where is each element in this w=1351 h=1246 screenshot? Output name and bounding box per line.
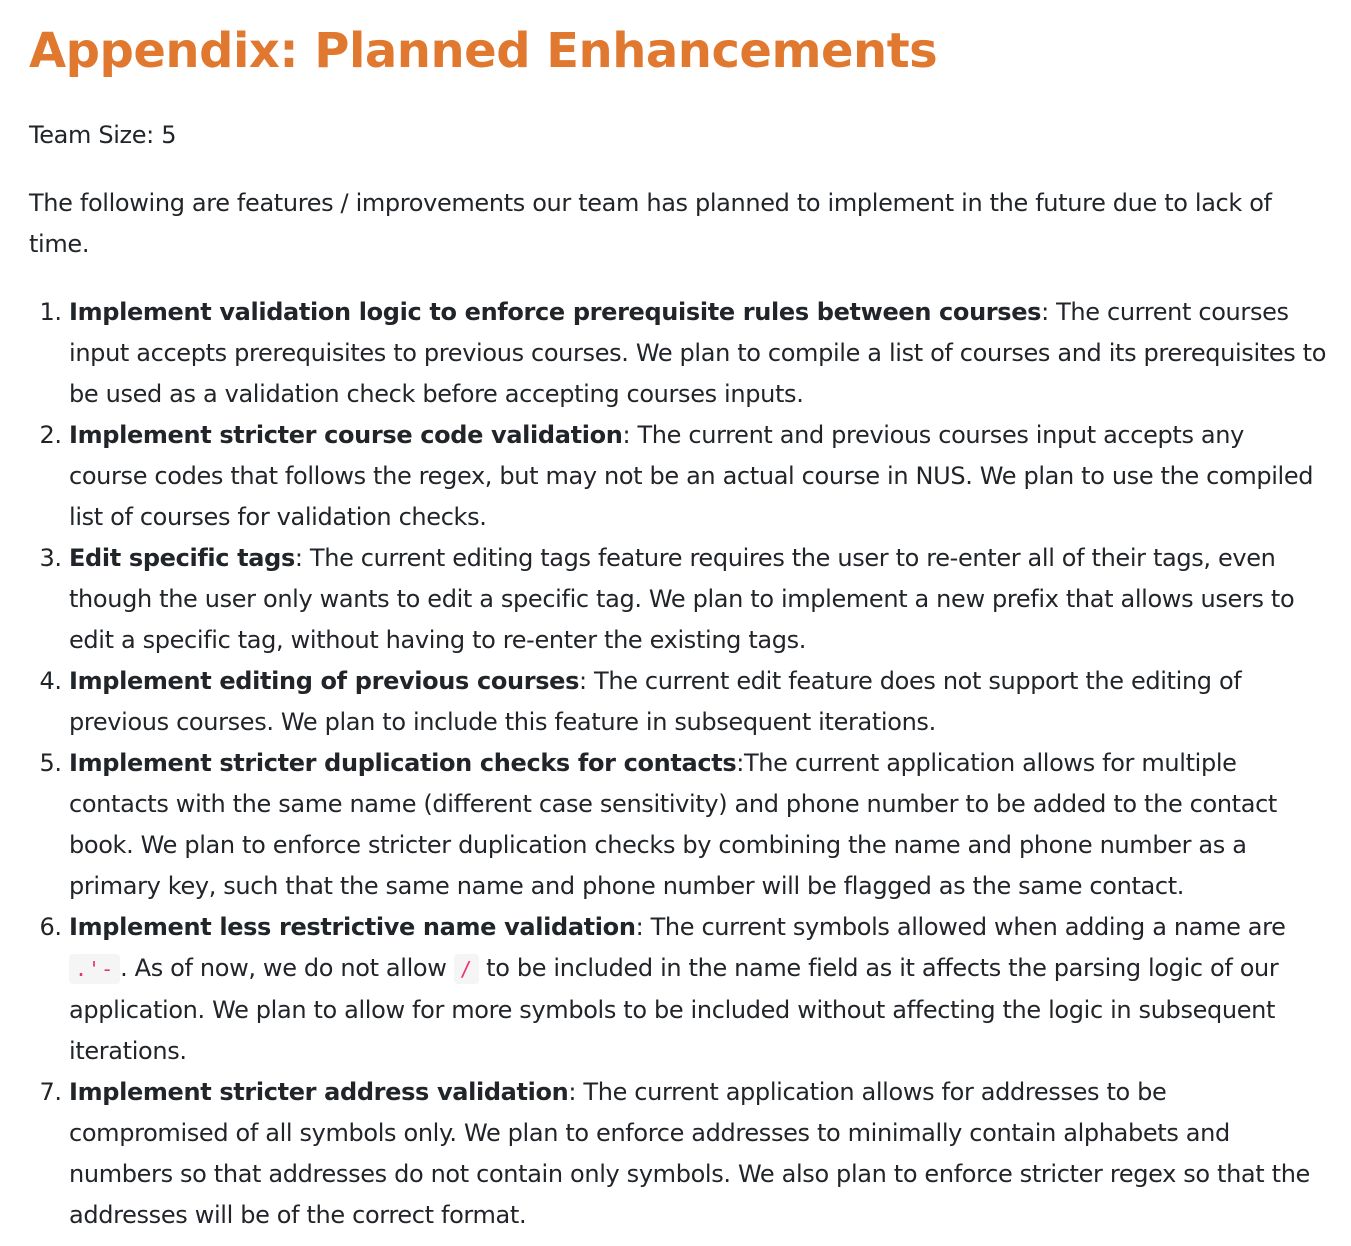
- list-item: Implement stricter address validation: T…: [69, 1072, 1329, 1236]
- item-heading: Implement validation logic to enforce pr…: [69, 298, 1042, 326]
- item-text: :The current application allows for mult…: [69, 749, 1277, 900]
- item-heading: Implement stricter course code validatio…: [69, 421, 623, 449]
- item-heading: Implement stricter address validation: [69, 1078, 569, 1106]
- item-text: : The current editing tags feature requi…: [69, 544, 1295, 654]
- intro-paragraph: The following are features / improvement…: [29, 189, 1272, 258]
- list-item: Edit specific tags: The current editing …: [69, 538, 1329, 661]
- page-title: Appendix: Planned Enhancements: [29, 23, 938, 79]
- inline-code-slash: /: [453, 954, 479, 984]
- item-text: : The current symbols allowed when addin…: [635, 913, 1286, 941]
- item-text: : The current edit feature does not supp…: [69, 667, 1242, 736]
- item-text: : The current courses input accepts prer…: [69, 298, 1327, 408]
- team-size: Team Size: 5: [29, 121, 177, 149]
- list-item: Implement less restrictive name validati…: [69, 907, 1329, 1072]
- item-text: : The current application allows for add…: [69, 1078, 1310, 1229]
- list-item: Implement stricter course code validatio…: [69, 415, 1329, 538]
- inline-code-symbols: .'-: [69, 954, 121, 984]
- item-heading: Implement less restrictive name validati…: [69, 913, 636, 941]
- item-text: : The current and previous courses input…: [69, 421, 1314, 531]
- item-heading: Implement stricter duplication checks fo…: [69, 749, 737, 777]
- item-text: to be included in the name field as it a…: [69, 954, 1279, 1065]
- page-content: Appendix: Planned Enhancements Team Size…: [29, 0, 1329, 1236]
- list-item: Implement validation logic to enforce pr…: [69, 292, 1329, 415]
- enhancements-list: Implement validation logic to enforce pr…: [29, 292, 1329, 1236]
- list-item: Implement editing of previous courses: T…: [69, 661, 1329, 743]
- list-item: Implement stricter duplication checks fo…: [69, 743, 1329, 907]
- item-text: . As of now, we do not allow: [120, 954, 454, 982]
- item-heading: Implement editing of previous courses: [69, 667, 580, 695]
- item-heading: Edit specific tags: [69, 544, 295, 572]
